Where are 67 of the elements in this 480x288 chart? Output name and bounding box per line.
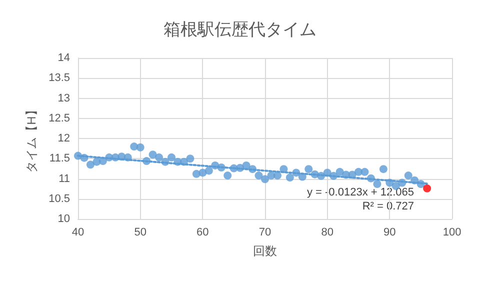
x-tick-label: 50	[134, 226, 146, 238]
point	[410, 176, 419, 184]
point	[317, 172, 326, 180]
point	[74, 152, 82, 160]
point	[386, 178, 394, 187]
y-tick-label: 11	[58, 172, 70, 185]
point	[186, 154, 194, 163]
y-tick-label: 10	[58, 213, 70, 225]
point	[148, 150, 157, 159]
annotation: y = -0.0123x + 12.065	[306, 186, 414, 198]
point	[416, 180, 425, 188]
point	[398, 178, 406, 187]
x-tick-label: 100	[442, 226, 462, 238]
y-tick-label: 13	[58, 92, 70, 104]
chart-title: 箱根駅伝歴代タイム	[164, 20, 316, 39]
point	[217, 163, 226, 172]
point	[168, 153, 176, 162]
point	[286, 174, 294, 182]
point	[330, 172, 338, 180]
point	[366, 174, 375, 182]
y-tick-label: 10.5	[48, 192, 70, 205]
point	[348, 170, 356, 179]
point	[404, 172, 412, 180]
point	[161, 158, 170, 166]
point	[155, 153, 164, 162]
point	[180, 158, 188, 166]
y-axis-title: タイム【H】	[24, 104, 39, 173]
point	[124, 153, 132, 162]
point	[236, 164, 244, 172]
annotation: R² = 0.727	[362, 200, 414, 212]
point	[80, 154, 88, 162]
point	[360, 168, 369, 176]
y-tick-label: 12	[58, 132, 70, 144]
point	[373, 180, 382, 188]
point	[136, 143, 144, 152]
point	[224, 172, 232, 180]
point	[242, 161, 250, 170]
point	[118, 152, 126, 161]
y-tick-label: 13.5	[48, 72, 70, 84]
x-tick-label: 70	[258, 226, 272, 238]
point	[423, 184, 432, 192]
point	[304, 165, 313, 174]
point	[211, 161, 220, 170]
point	[379, 165, 388, 174]
point	[336, 168, 344, 176]
y-tick-label: 11.5	[49, 152, 70, 165]
point	[323, 168, 332, 177]
point	[142, 157, 151, 166]
point	[204, 166, 213, 175]
x-tick-label: 40	[72, 226, 84, 238]
point	[273, 172, 282, 180]
x-tick-label: 80	[321, 226, 334, 238]
point	[130, 142, 138, 151]
point	[261, 175, 269, 184]
x-axis-title: 回数	[253, 244, 277, 258]
x-tick-label: 90	[384, 226, 396, 238]
x-tick-label: 60	[196, 226, 209, 238]
point	[198, 168, 207, 177]
point	[86, 160, 94, 169]
point	[298, 172, 306, 181]
point	[254, 172, 263, 180]
y-tick-label: 12.5	[48, 112, 70, 124]
point	[280, 165, 288, 174]
point	[248, 165, 257, 174]
point	[292, 168, 300, 177]
point	[98, 157, 107, 166]
y-tick-label: 14	[58, 52, 70, 64]
